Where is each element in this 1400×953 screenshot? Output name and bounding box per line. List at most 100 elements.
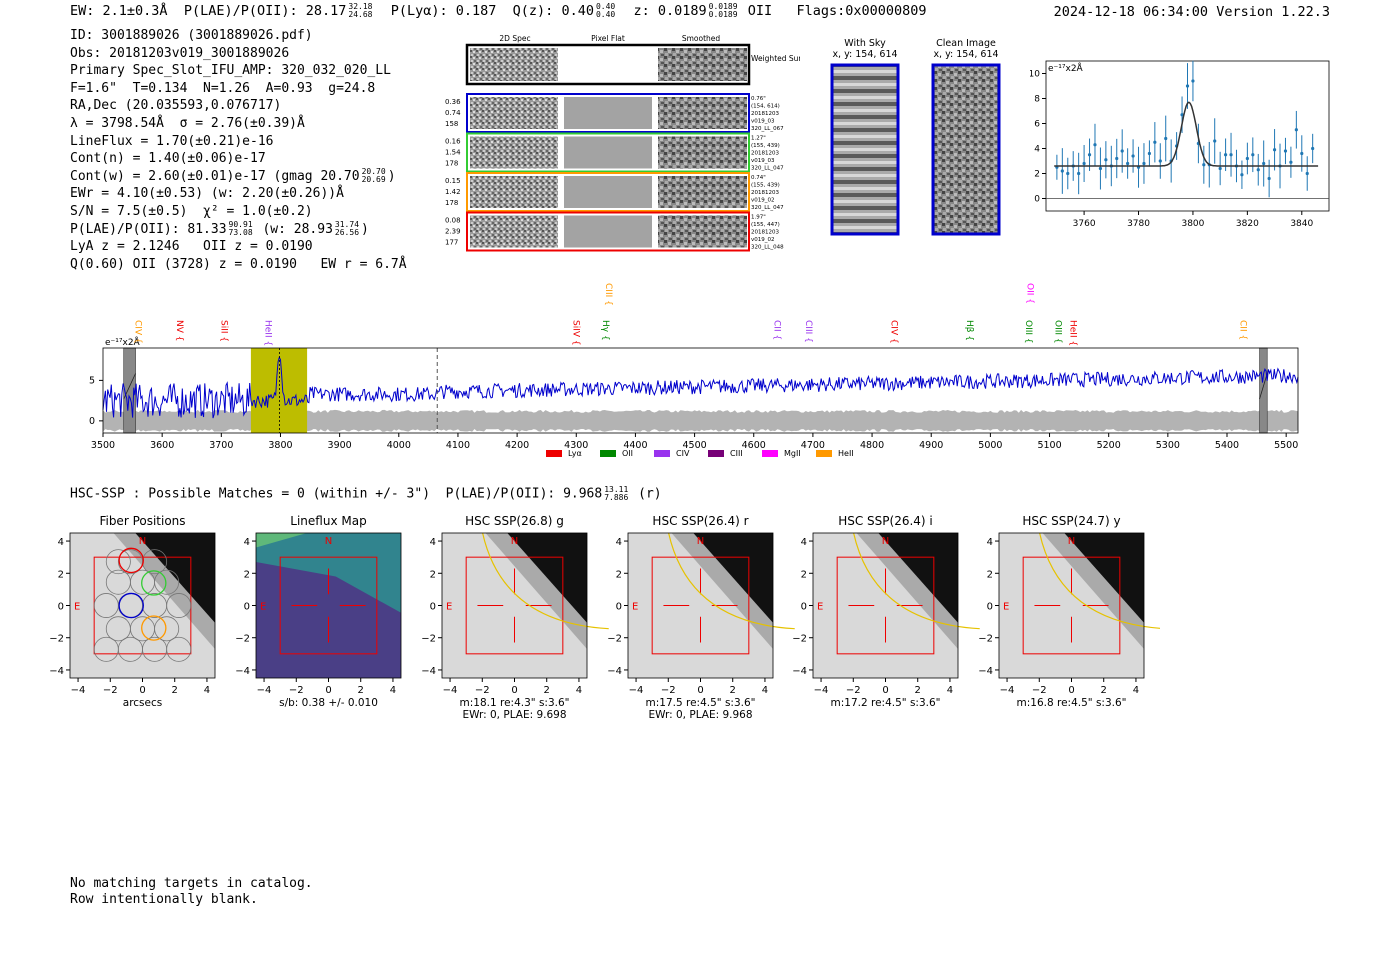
galaxy-ellipse — [853, 532, 980, 630]
zoom-data-point — [1289, 160, 1293, 164]
info-lambda: λ = 3798.54Å σ = 2.76(±0.39)Å — [70, 115, 305, 131]
east-label: E — [446, 602, 452, 613]
zoom-data-point — [1158, 159, 1162, 163]
north-label: N — [882, 536, 889, 547]
cutout-pixelflat — [564, 97, 652, 129]
clean-image-title: Clean Image x, y: 154, 614 — [930, 38, 1002, 60]
panel-xtick-label: 0 — [697, 685, 703, 696]
fiber-circle — [154, 569, 180, 595]
panel-ytick-label: 0 — [430, 602, 436, 613]
z-lo: 0.0189 — [708, 10, 738, 19]
fiber-circle — [142, 549, 168, 575]
cutout-row-meta: (155, 439) — [751, 183, 780, 189]
hsc-range: 13.11 7.886 — [604, 486, 628, 502]
zoom-data-point — [1126, 161, 1130, 166]
cutout-row-meta: (154, 614) — [751, 104, 780, 110]
zoom-data-point — [1185, 84, 1190, 88]
panel-xtick-label: −4 — [443, 685, 458, 696]
aperture-box — [836, 556, 935, 655]
zoom-data-point — [1087, 153, 1092, 157]
plae-value: P(LAE)/P(OII): 28.17 — [183, 3, 347, 19]
spec-xtick-label: 3800 — [268, 440, 292, 451]
panel-dark-region — [135, 533, 215, 623]
panel-ytick-label: 4 — [616, 537, 622, 548]
spec-xtick-label: 5300 — [1156, 440, 1180, 451]
hsc-summary: HSC-SSP : Possible Matches = 0 (within +… — [70, 486, 662, 502]
plae2-w-lo: 26.56 — [334, 228, 360, 238]
panel-xtick-label: −2 — [289, 685, 304, 696]
fiber-circle — [166, 593, 192, 618]
zoom-data-point — [1131, 154, 1135, 158]
aperture-box — [651, 556, 750, 655]
spec-xtick-label: 4700 — [801, 440, 825, 451]
zoom-ytick-label: 10 — [1030, 70, 1040, 80]
zoom-data-point — [1202, 163, 1206, 167]
col-header-2dspec: 2D Spec — [499, 34, 530, 43]
fiber-circle — [105, 616, 131, 642]
cutout-row-meta: v019_03 — [751, 119, 775, 125]
zoom-unit-label: e⁻¹⁷x2Å — [1048, 62, 1084, 74]
zoom-data-point — [1077, 171, 1081, 176]
cutout-2dspec — [470, 136, 558, 169]
zoom-data-point — [1115, 156, 1119, 161]
cutout-row-meta: 320_LL_067 — [751, 126, 784, 132]
cutout-smoothed — [658, 136, 747, 169]
spec-plot: 3500 3600 3700 3800 3900 4000 4100 4200 4300 4400… — [89, 347, 1299, 451]
info-obs: Obs: 20181203v019_3001889026 — [70, 45, 290, 61]
cutout-2dspec — [470, 97, 558, 129]
legend-label: HeII — [838, 449, 854, 458]
zoom-ytick-label: 2 — [1034, 170, 1040, 180]
zoom-data-point — [1283, 149, 1288, 153]
panel-ytick-label: 0 — [616, 602, 622, 613]
fiber-circle — [105, 569, 131, 595]
legend-swatch — [600, 450, 616, 457]
qz-hi: 0.40 — [595, 2, 616, 11]
aperture-box — [279, 556, 378, 655]
cutout-smoothed — [658, 176, 747, 208]
spec-xtick-label: 3500 — [91, 440, 115, 451]
plae2-text: P(LAE)/P(OII): 81.33 — [70, 221, 227, 237]
aperture-box — [465, 556, 564, 655]
panel-title: HSC SSP(26.8) g — [465, 514, 564, 528]
cutout-smoothed — [658, 215, 747, 248]
panel-xtick-label: −2 — [1032, 685, 1047, 696]
panel-ytick-label: 2 — [987, 569, 993, 580]
legend-label: CIII — [730, 449, 743, 458]
zoom-data-point — [1305, 171, 1309, 176]
east-label: E — [632, 602, 638, 613]
info-contw: Cont(w) = 2.60(±0.01)e-17 (gmag 20.70 20.… — [70, 167, 396, 185]
summary-line: EW: 2.1±0.3Å P(LAE)/P(OII): 28.17 32.18 24… — [70, 2, 927, 20]
zoom-data-point — [1272, 148, 1277, 152]
spec-error-band — [103, 409, 1298, 432]
spec-flux-line — [102, 356, 1299, 419]
panel-caption: m:16.8 re:4.5" s:3.6" — [1017, 697, 1127, 709]
spec-xtick-label: 4900 — [919, 440, 943, 451]
panel-xtick-label: 4 — [204, 685, 210, 696]
spec-line-label: HeII { — [263, 320, 273, 346]
cutout-row-stat: 178 — [445, 160, 458, 168]
clean-image-xy: x, y: 154, 614 — [933, 49, 999, 60]
qz-range: 0.40 0.40 — [596, 3, 615, 19]
zoom-data-point — [1294, 128, 1298, 132]
spec-xtick-label: 5400 — [1215, 440, 1239, 451]
spec-xtick-label: 5000 — [978, 440, 1002, 451]
weighted-label: Weighted Sum — [751, 54, 800, 63]
east-label: E — [260, 602, 266, 613]
spec-line-label: CIV { — [133, 320, 143, 344]
zoom-data-point — [1082, 161, 1086, 166]
plae-hi: 32.18 — [348, 2, 373, 11]
spec-xtick-label: 4600 — [742, 440, 766, 451]
panel-xtick-label: −2 — [661, 685, 676, 696]
spec-legend: Lyα OII CIV CIII MgII HeII — [546, 449, 854, 458]
info-id: ID: 3001889026 (3001889026.pdf) — [70, 28, 313, 43]
cutout-row-stat: 0.16 — [445, 138, 461, 146]
spec-line-label: CII { — [771, 320, 781, 340]
datestamp: 2024-12-18 06:34:00 Version 1.22.3 — [1054, 4, 1330, 20]
zoom-model-curve — [1054, 101, 1319, 167]
plya-value: P(Lyα): 0.187 — [390, 3, 497, 19]
galaxy-ellipse — [1039, 532, 1160, 629]
spec-masked-region — [1259, 347, 1268, 434]
cutout-row-stat: 1.54 — [445, 149, 461, 157]
panel-xtick-label: −4 — [71, 685, 86, 696]
spec-unit-label: e⁻¹⁷x2Å — [105, 336, 141, 348]
